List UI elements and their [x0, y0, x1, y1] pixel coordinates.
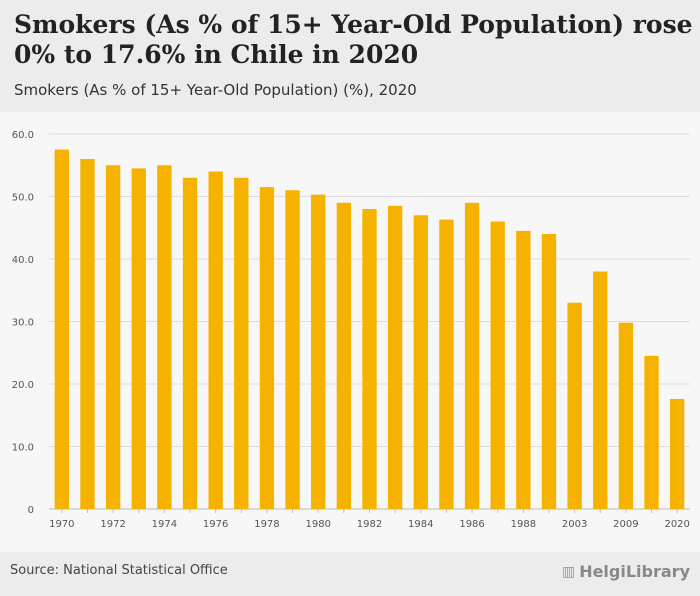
- bar-1976: [208, 171, 223, 509]
- bar-1972: [105, 165, 121, 509]
- bar-1988: [516, 230, 531, 509]
- x-tick-label: 2020: [664, 519, 689, 530]
- x-tick-label: 1972: [100, 519, 125, 530]
- y-tick-label: 60.0: [12, 130, 34, 141]
- bar-chart: 0 10.0 20.0 30.0 40.0 50.0 60.0 1970 1972 1974 197…: [12, 130, 690, 530]
- chart-subtitle: Smokers (As % of 15+ Year-Old Population…: [14, 81, 417, 99]
- x-tick-label: 1970: [49, 519, 74, 530]
- x-tick-label: 1978: [254, 519, 279, 530]
- bar-1980: [311, 194, 326, 509]
- y-tick-label: 0: [28, 505, 34, 516]
- x-tick-label: 1974: [152, 519, 177, 530]
- bar-2016: [644, 355, 659, 509]
- helgilibrary-logo: ▥ HelgiLibrary: [562, 562, 690, 581]
- chart-title: Smokers (As % of 15+ Year-Old Population…: [14, 10, 693, 69]
- y-tick-label: 40.0: [12, 255, 34, 266]
- x-tick-label: 1988: [511, 519, 536, 530]
- plot-area: 0 10.0 20.0 30.0 40.0 50.0 60.0 1970 1972 1974 197…: [0, 112, 700, 552]
- bar-2003: [567, 302, 582, 509]
- source-note: Source: National Statistical Office: [10, 563, 228, 578]
- y-tick-label: 50.0: [12, 193, 34, 204]
- bar-1970: [54, 149, 69, 509]
- y-tick-label: 30.0: [12, 318, 34, 329]
- bar-1987: [490, 221, 505, 509]
- bar-2009: [618, 322, 634, 509]
- bar-2006: [593, 271, 608, 509]
- bar-1978: [259, 187, 275, 509]
- bar-1977: [234, 177, 249, 509]
- bar-1986: [464, 202, 480, 509]
- x-tick-label: 2003: [562, 519, 587, 530]
- bar-1971: [80, 159, 95, 509]
- bar-1984: [413, 215, 428, 509]
- x-tick-label: 1980: [305, 519, 330, 530]
- x-tick-label: 2009: [613, 519, 638, 530]
- x-tick-label: 1982: [357, 519, 382, 530]
- library-logo-icon: ▥: [561, 563, 576, 580]
- x-tick-label: 1976: [203, 519, 228, 530]
- bar-1982: [362, 209, 377, 509]
- bar-1975: [182, 177, 198, 509]
- bar-1973: [131, 168, 146, 509]
- x-tick-label: 1986: [459, 519, 484, 530]
- bar-1979: [285, 190, 300, 509]
- bar-1985: [439, 219, 454, 509]
- x-tick-label: 1984: [408, 519, 433, 530]
- bar-1989: [541, 234, 557, 509]
- bar-1974: [157, 165, 172, 509]
- bar-1983: [387, 205, 403, 509]
- y-tick-label: 10.0: [12, 443, 34, 454]
- logo-text: HelgiLibrary: [579, 562, 690, 581]
- bar-2020: [670, 399, 685, 509]
- y-tick-label: 20.0: [12, 380, 34, 391]
- bar-1981: [336, 202, 352, 509]
